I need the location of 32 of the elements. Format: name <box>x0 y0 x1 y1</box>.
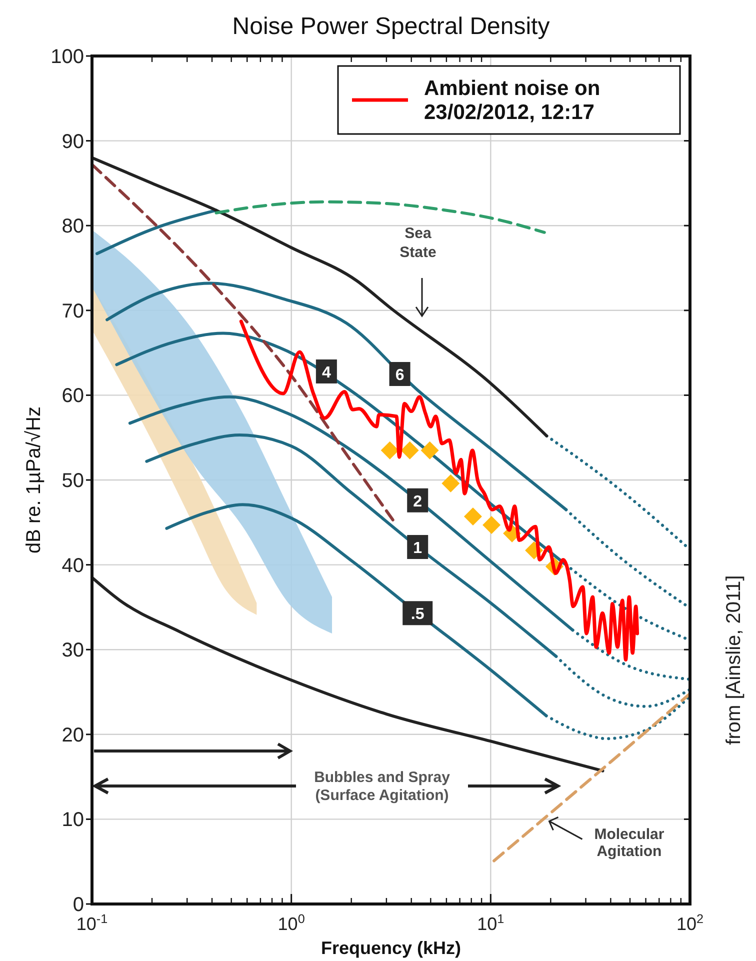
y-tick-label: 70 <box>62 300 84 322</box>
point <box>420 441 439 460</box>
legend-label: Ambient noise on 23/02/2012, 12:17 <box>424 77 600 124</box>
point <box>464 507 482 526</box>
point <box>442 474 460 492</box>
y-tick-label: 50 <box>62 470 84 492</box>
y-tick-label: 90 <box>62 130 84 153</box>
chart-title: Noise Power Spectral Density <box>232 13 550 40</box>
annotation: .5 <box>410 606 424 624</box>
x-tick-label: 10$^{2}$ <box>676 912 704 934</box>
annotation: Bubbles and Spray (Surface Agitation) <box>314 769 451 804</box>
y-tick-label: 60 <box>62 385 84 408</box>
annotation: Molecular Agitation <box>594 826 664 860</box>
y-tick-label: 80 <box>62 216 84 238</box>
annotation: 2 <box>413 493 422 510</box>
text: from [Ainslie, 2011] <box>723 575 745 745</box>
x-tick-label: 10$^{0}$ <box>278 912 305 934</box>
point <box>380 441 399 460</box>
annotation: 4 <box>322 364 331 382</box>
point <box>482 516 501 534</box>
annotation: Sea State <box>400 225 436 261</box>
x-tick-label: 10$^{1}$ <box>477 912 504 934</box>
x-axis-title: Frequency (kHz) <box>320 938 462 958</box>
y-tick-label: 100 <box>50 46 84 68</box>
annotation: 6 <box>395 367 404 384</box>
y-tick-label: 20 <box>62 724 84 746</box>
y-tick-label: 30 <box>62 640 84 662</box>
annotation: 1 <box>413 540 422 557</box>
y-tick-label: 10 <box>62 809 84 832</box>
y-axis-title: dB re. 1µPa/√Hz <box>23 406 45 554</box>
point <box>400 441 419 460</box>
y-tick-label: 40 <box>62 554 84 577</box>
